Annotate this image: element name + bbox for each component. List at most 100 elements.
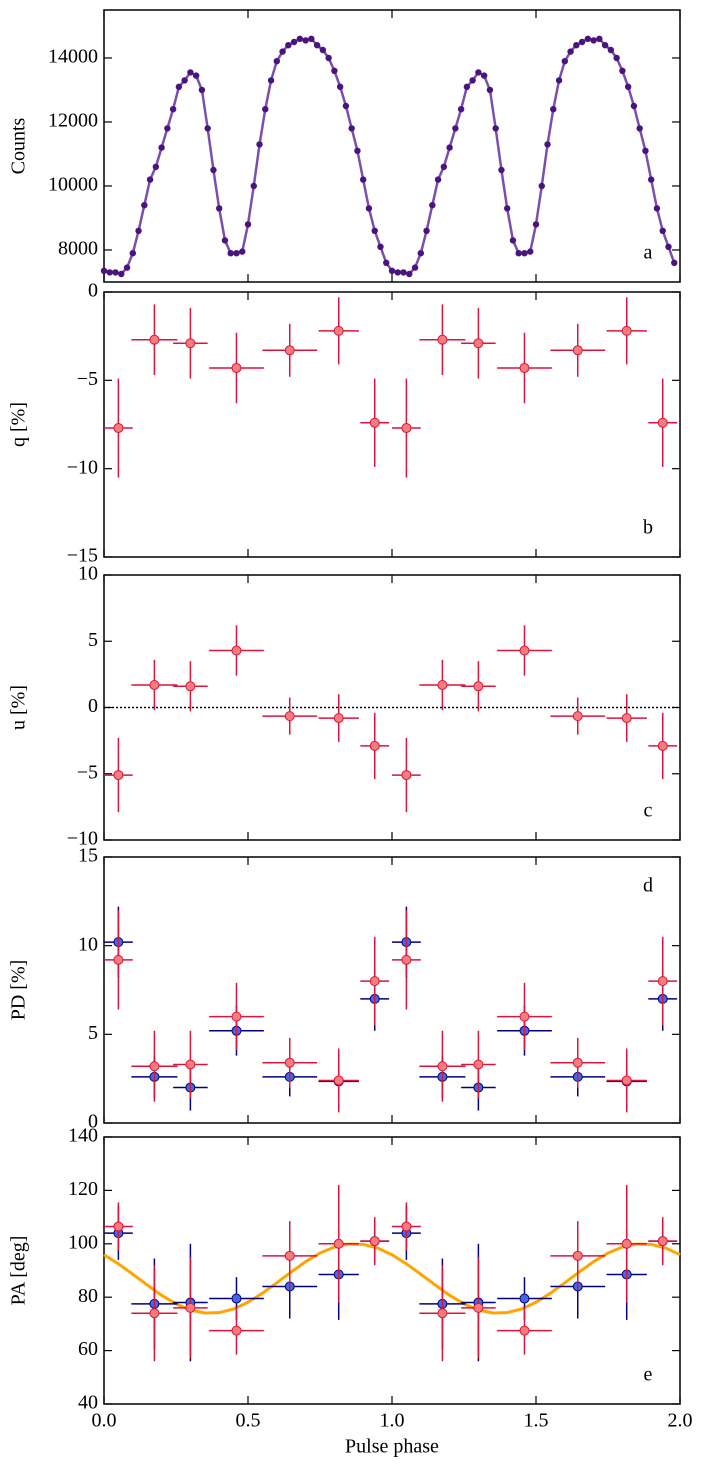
data-point bbox=[348, 125, 355, 132]
data-point bbox=[624, 83, 632, 91]
panel-label: e bbox=[644, 1364, 653, 1386]
data-point bbox=[187, 69, 194, 76]
data-point bbox=[555, 77, 563, 84]
data-point bbox=[216, 205, 223, 212]
data-point bbox=[521, 250, 528, 257]
y-tick-label: 80 bbox=[78, 1285, 98, 1307]
data-point bbox=[671, 259, 678, 266]
data-point bbox=[210, 166, 217, 174]
data-point bbox=[473, 1302, 484, 1313]
data-point bbox=[169, 106, 177, 113]
data-point bbox=[550, 106, 557, 113]
data-point bbox=[333, 1238, 344, 1249]
data-point bbox=[613, 54, 620, 62]
data-point bbox=[231, 645, 242, 656]
data-point bbox=[572, 1250, 583, 1261]
data-point bbox=[578, 38, 586, 46]
y-tick-label: 10 bbox=[78, 563, 98, 585]
data-point bbox=[192, 72, 200, 79]
data-point bbox=[152, 163, 160, 170]
data-point bbox=[123, 264, 131, 271]
data-point bbox=[584, 35, 592, 42]
data-point bbox=[325, 54, 332, 62]
data-point bbox=[377, 243, 384, 250]
data-point bbox=[284, 1250, 295, 1261]
data-point bbox=[233, 250, 240, 257]
data-point bbox=[308, 35, 315, 42]
data-point bbox=[538, 182, 545, 190]
data-point bbox=[446, 144, 453, 151]
data-point bbox=[333, 325, 344, 336]
y-tick-label: 100 bbox=[68, 1231, 98, 1253]
data-point bbox=[302, 37, 309, 44]
data-point bbox=[164, 125, 171, 132]
data-point bbox=[369, 1236, 380, 1247]
data-point bbox=[567, 48, 574, 55]
data-point bbox=[417, 250, 424, 257]
data-point bbox=[401, 954, 412, 965]
y-axis-label: u [%] bbox=[8, 685, 30, 730]
data-point bbox=[256, 141, 263, 148]
y-tick-label: 12000 bbox=[48, 110, 98, 132]
data-point bbox=[400, 269, 407, 276]
data-point bbox=[244, 221, 252, 228]
panel: 40 60 80 100 120 140 0.0 0.5 1.0 1.5 2.0 PA [deg] Pu… bbox=[8, 1125, 693, 1458]
data-point bbox=[185, 338, 196, 349]
data-point bbox=[527, 248, 534, 255]
data-point bbox=[486, 86, 494, 94]
plot-frame bbox=[103, 9, 681, 283]
data-point bbox=[423, 227, 430, 234]
panel: 0 5 10 15 PD [%] d bbox=[8, 845, 681, 1133]
data-point bbox=[336, 83, 344, 91]
data-point bbox=[284, 1057, 295, 1068]
data-point bbox=[149, 334, 160, 345]
y-tick-label: 0 bbox=[88, 280, 98, 302]
data-point bbox=[621, 325, 632, 336]
data-point bbox=[113, 1221, 124, 1232]
y-tick-label: −5 bbox=[77, 368, 98, 390]
data-point bbox=[463, 83, 471, 91]
x-tick-label: 0.5 bbox=[236, 1410, 261, 1432]
data-point bbox=[118, 270, 125, 278]
y-tick-label: 140 bbox=[68, 1125, 98, 1147]
data-point bbox=[319, 46, 327, 54]
data-point bbox=[437, 679, 448, 690]
data-point bbox=[371, 227, 378, 234]
data-point bbox=[411, 264, 419, 271]
y-tick-label: 60 bbox=[78, 1338, 98, 1360]
data-point bbox=[621, 713, 632, 724]
data-point bbox=[273, 58, 280, 65]
y-tick-label: 40 bbox=[78, 1392, 98, 1414]
data-point bbox=[113, 770, 124, 781]
y-tick-label: 5 bbox=[88, 629, 98, 651]
data-point bbox=[401, 1221, 412, 1232]
panel: 0 −5 −10 −15 q [%] b bbox=[8, 280, 681, 567]
data-point bbox=[231, 1325, 242, 1336]
y-tick-label: 5 bbox=[88, 1022, 98, 1044]
data-point bbox=[437, 1308, 448, 1319]
data-point bbox=[657, 740, 668, 751]
data-point bbox=[473, 681, 484, 692]
data-point bbox=[106, 269, 113, 276]
data-point bbox=[621, 1075, 632, 1086]
y-tick-label: 10 bbox=[78, 933, 98, 955]
data-point bbox=[185, 1302, 196, 1313]
data-point bbox=[250, 182, 257, 190]
data-point bbox=[342, 102, 350, 110]
data-point bbox=[434, 176, 442, 183]
panel-label: a bbox=[644, 242, 653, 264]
data-point bbox=[657, 417, 668, 428]
data-point bbox=[475, 69, 482, 76]
y-tick-label: 0 bbox=[88, 1111, 98, 1133]
data-point bbox=[648, 176, 655, 183]
data-point bbox=[129, 250, 136, 257]
data-point bbox=[401, 423, 412, 434]
data-point bbox=[239, 248, 246, 255]
y-axis-label: PD [%] bbox=[8, 960, 30, 1021]
data-point bbox=[369, 417, 380, 428]
panel-label: b bbox=[643, 517, 653, 539]
data-point bbox=[665, 243, 672, 250]
data-point bbox=[572, 345, 583, 356]
data-point bbox=[590, 37, 597, 44]
